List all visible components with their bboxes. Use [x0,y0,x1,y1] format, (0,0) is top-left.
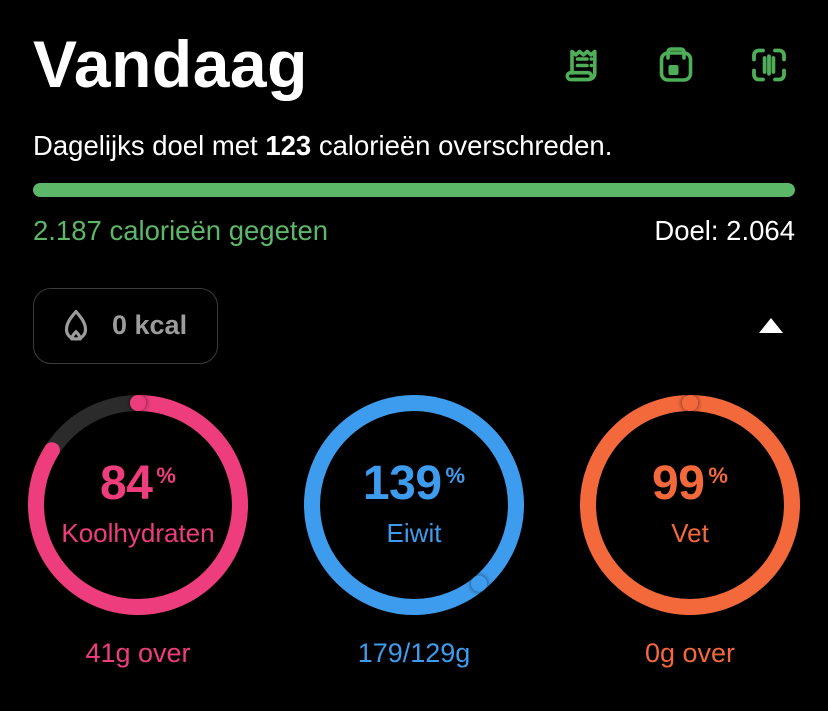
macro-protein-center: 139% Eiwit [304,395,524,615]
status-prefix: Dagelijks doel met [33,130,266,162]
macro-carbs-footer: 41g over [85,637,191,668]
status-suffix: calorieën overschreden. [311,130,613,162]
receipt-icon [565,49,597,82]
macro-protein-ring: 139% Eiwit [304,394,524,615]
food-log-button[interactable] [560,42,606,88]
macro-ring-svg-carbs [28,394,248,615]
exercise-calories-label: 0 kcal [112,310,188,341]
macro-fat-center: 99% Vet [580,395,800,615]
macro-carbs-label: Koolhydraten [61,518,215,549]
macro-carbs-center: 84% Koolhydraten [28,395,248,615]
header-icons [560,42,795,88]
flame-icon [64,309,88,341]
calories-eaten-label: 2.187 calorieën gegeten [33,214,329,246]
calorie-progress-bar [33,182,795,197]
calorie-progress-fill [33,182,795,197]
macro-rings: 84% Koolhydraten 41g over 139% Eiwit 179… [0,394,828,669]
page-title: Vandaag [33,27,308,101]
collapse-button[interactable] [753,312,789,339]
macro-carbs: 84% Koolhydraten 41g over [0,394,276,669]
macro-protein: 139% Eiwit 179/129g [276,394,552,669]
header: Vandaag [33,27,795,101]
barcode-scan-button[interactable] [746,42,792,88]
calorie-goal-label: Doel: 2.064 [654,214,795,246]
status-value: 123 [265,130,312,162]
macro-protein-percent: 139% [362,457,466,511]
macro-protein-footer: 179/129g [357,637,471,668]
macro-fat-percent: 99% [652,457,728,511]
meal-planner-button[interactable] [653,42,699,88]
exercise-calories-chip[interactable]: 0 kcal [33,287,219,364]
chevron-up-icon [759,318,783,334]
barcode-scan-icon [752,48,786,82]
macro-ring-svg-fat [580,394,800,615]
macro-fat: 99% Vet 0g over [552,394,828,669]
calorie-summary-row: 2.187 calorieën gegeten Doel: 2.064 [33,215,795,247]
macro-fat-label: Vet [671,518,709,549]
daily-goal-status: Dagelijks doel met 123 calorieën oversch… [33,129,795,163]
macro-fat-footer: 0g over [644,637,736,668]
meal-planner-icon [659,46,693,82]
macro-fat-ring: 99% Vet [580,394,800,615]
macro-carbs-percent: 84% [100,457,176,511]
macro-protein-label: Eiwit [386,518,442,549]
macro-carbs-ring: 84% Koolhydraten [28,394,248,615]
exercise-row: 0 kcal [33,287,795,364]
macro-ring-svg-protein [304,394,524,615]
